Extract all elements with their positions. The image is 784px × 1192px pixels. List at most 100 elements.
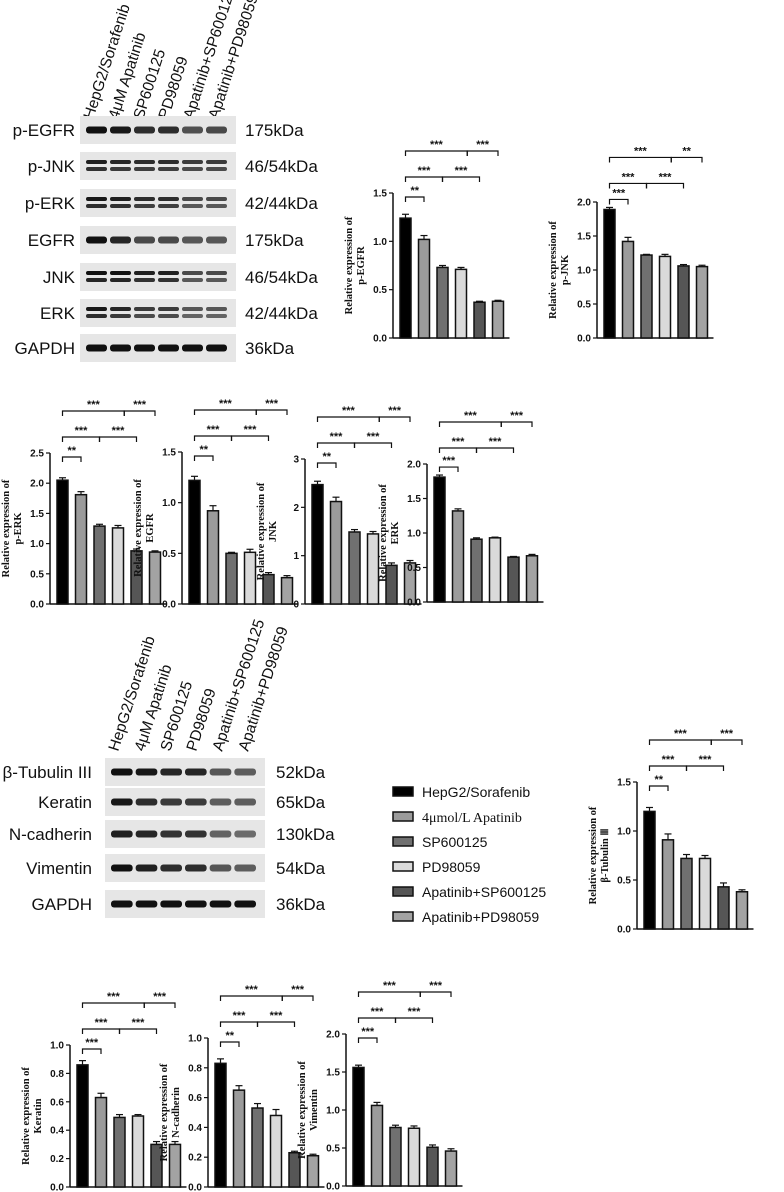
band: [206, 278, 227, 282]
band: [111, 900, 133, 908]
bar-chart: 0.0 0.5 1.0 1.5 2.0 Relative expression of Vim…: [297, 980, 463, 1192]
bar: [407, 1127, 421, 1187]
band: [206, 126, 227, 134]
bar: [698, 857, 712, 930]
bar: [76, 1064, 89, 1188]
significance-bracket: [357, 1017, 397, 1023]
significance-label: ***: [674, 728, 688, 740]
band: [134, 271, 155, 275]
significance-label: ***: [112, 425, 126, 437]
band: [182, 167, 203, 171]
band: [111, 768, 133, 776]
significance-label: ***: [442, 455, 456, 467]
y-tick-label: 0.4: [188, 1123, 202, 1134]
band: [110, 278, 131, 282]
legend-swatch: [392, 811, 414, 822]
bar: [491, 300, 505, 339]
molecular-weight-label: 175kDa: [245, 121, 304, 140]
band: [206, 236, 227, 244]
y-tick-label: 1.0: [373, 237, 387, 248]
y-axis-label: Relative expression of: [159, 1063, 170, 1161]
bar: [658, 255, 672, 339]
legend-swatch: [392, 786, 414, 797]
y-tick-label: 1.0: [326, 1106, 340, 1117]
band: [206, 197, 227, 201]
band: [206, 344, 227, 352]
band: [110, 204, 131, 208]
y-tick-label: 2.0: [577, 198, 591, 209]
band: [182, 204, 203, 208]
y-tick-label: 1.5: [407, 494, 421, 505]
legend-swatch: [392, 861, 414, 872]
y-tick-label: 1.0: [162, 498, 176, 509]
band: [185, 830, 207, 838]
bar: [640, 254, 653, 339]
band: [209, 830, 232, 838]
bar: [525, 555, 539, 603]
significance-label: **: [225, 1030, 234, 1042]
bar: [352, 1066, 365, 1187]
y-tick-label: 0.5: [326, 1144, 340, 1155]
protein-label: N-cadherin: [9, 825, 92, 844]
significance-bracket: [81, 1002, 145, 1008]
significance-label: **: [67, 445, 76, 457]
band: [86, 160, 107, 164]
bar: [488, 537, 502, 603]
significance-bracket: [404, 176, 444, 182]
band: [111, 864, 133, 872]
y-axis-label: EGFR: [145, 513, 156, 543]
band: [182, 126, 203, 134]
significance-bracket: [648, 739, 712, 745]
bar: [454, 268, 468, 339]
bar-chart: 0.0 0.2 0.4 0.6 0.8 1.0 Relative expression of…: [159, 984, 325, 1192]
y-tick-label: 1.0: [577, 266, 591, 277]
band: [206, 160, 227, 164]
significance-bracket: [608, 198, 629, 205]
band: [135, 768, 158, 776]
significance-label: ***: [132, 1017, 146, 1029]
band: [182, 278, 203, 282]
bar: [470, 538, 483, 603]
band: [160, 900, 182, 908]
bar: [148, 551, 162, 605]
y-tick-label: 1.0: [30, 539, 44, 550]
bar: [56, 479, 69, 605]
y-tick-label: 0.0: [407, 598, 421, 609]
molecular-weight-label: 36kDa: [276, 895, 326, 914]
bar: [735, 891, 749, 930]
significance-bracket: [378, 416, 411, 422]
band: [182, 236, 203, 244]
significance-bracket: [61, 456, 82, 462]
significance-bracket: [404, 196, 425, 202]
significance-label: ***: [464, 410, 478, 422]
y-tick-label: 1.5: [326, 1068, 340, 1079]
significance-bracket: [648, 765, 688, 771]
bar-chart: 0.0 0.5 1.0 1.5 2.0 Relative expression of ERK…: [378, 410, 544, 609]
band: [134, 278, 155, 282]
y-tick-label: 0.5: [162, 549, 176, 560]
y-tick-label: 0.6: [188, 1093, 202, 1104]
band: [206, 314, 227, 318]
band: [134, 307, 155, 311]
bar: [661, 839, 675, 930]
legend: HepG2/Sorafenib 4μmol/L Apatinib SP600125 P…: [392, 784, 546, 925]
significance-bracket: [118, 1028, 158, 1034]
band: [86, 126, 107, 134]
molecular-weight-label: 65kDa: [276, 793, 326, 812]
y-tick-label: 1.5: [373, 189, 387, 200]
band: [134, 344, 155, 352]
band: [160, 830, 182, 838]
significance-bracket: [61, 410, 125, 416]
bar: [507, 556, 520, 603]
y-tick-label: 0: [293, 600, 299, 611]
molecular-weight-label: 52kDa: [276, 763, 326, 782]
bar: [311, 483, 324, 605]
significance-label: ***: [662, 754, 676, 766]
bar: [113, 1116, 126, 1188]
band: [209, 864, 232, 872]
blot-strip: [80, 189, 236, 217]
y-axis-label: Relative expression of: [588, 806, 599, 904]
significance-label: ***: [418, 165, 432, 177]
